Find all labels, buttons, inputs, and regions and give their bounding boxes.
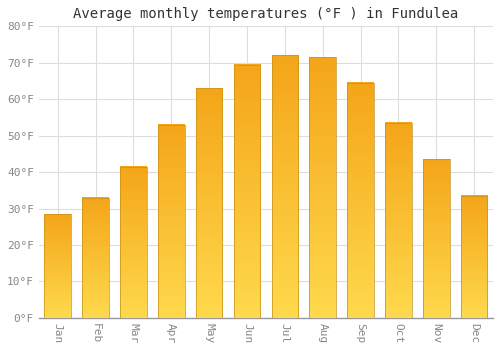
Bar — [196, 88, 222, 318]
Bar — [310, 57, 336, 318]
Bar — [461, 196, 487, 318]
Bar — [120, 167, 146, 318]
Title: Average monthly temperatures (°F ) in Fundulea: Average monthly temperatures (°F ) in Fu… — [74, 7, 458, 21]
Bar — [158, 125, 184, 318]
Bar — [423, 159, 450, 318]
Bar — [385, 123, 411, 318]
Bar — [82, 198, 109, 318]
Bar — [234, 64, 260, 318]
Bar — [44, 214, 71, 318]
Bar — [348, 83, 374, 318]
Bar — [272, 55, 298, 318]
